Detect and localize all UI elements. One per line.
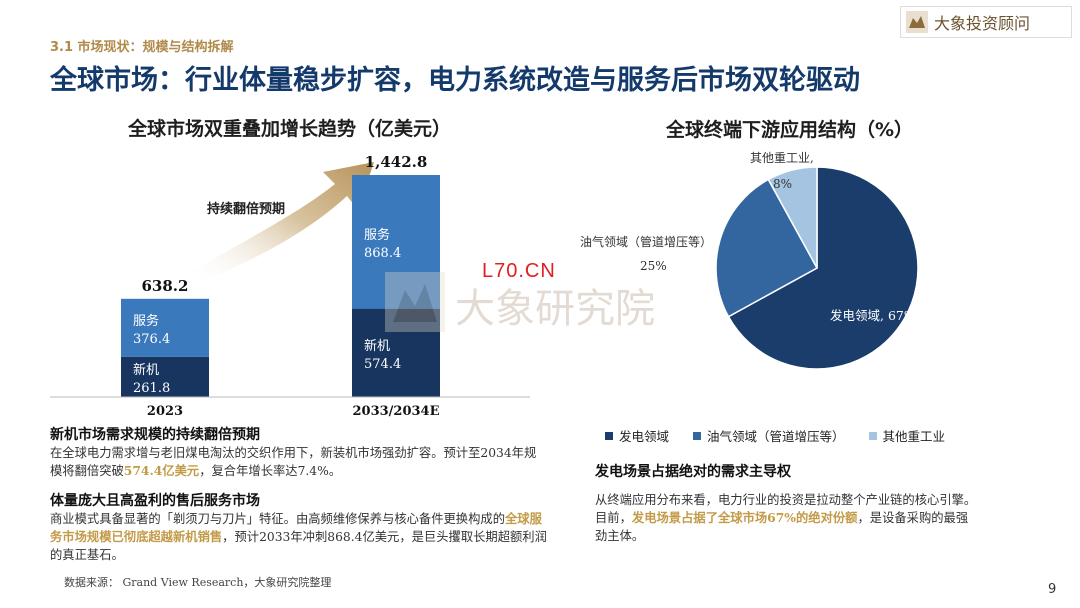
page-title: 全球市场：行业体量稳步扩容，电力系统改造与服务后市场双轮驱动	[50, 65, 860, 96]
pie-label-oilgas-value: 25%	[640, 259, 667, 273]
legend-item-other: 其他重工业	[868, 426, 946, 445]
bar-series-label: 服务	[133, 313, 159, 329]
bars-group: 新机 261.8 服务 376.4 638.2 2023 新机 574.4 服务 868.4 1,4…	[121, 153, 440, 419]
pie-slice-oilgas	[715, 178, 819, 318]
arrow-label: 持续翻倍预期	[207, 201, 285, 217]
bar-value-label: 574.4	[364, 357, 401, 372]
legend-label: 发电领域	[619, 429, 670, 444]
elephant-logo-icon	[906, 11, 928, 33]
pie-label-oilgas-name: 油气领域（管道增压等）	[580, 234, 712, 249]
text-run: 在全球电力需求增与老旧煤电淘汰的交织作用下，新装机市场强劲扩容。预计至2034年…	[50, 446, 537, 478]
legend-item-power: 发电领域	[605, 426, 669, 445]
legend-label: 油气领域（管道增压等）	[707, 429, 845, 444]
bar-chart-title: 全球市场双重叠加增长趋势（亿美元）	[128, 118, 452, 140]
bar-segment-service	[352, 175, 440, 309]
service-market-paragraph: 商业模式具备显著的「剃须刀与刀片」特征。由高频维修保养与核心备件更换构成的全球服…	[50, 510, 550, 564]
bar-series-label: 新机	[364, 338, 390, 354]
bar-value-label: 376.4	[133, 332, 170, 347]
highlight-text: 发电场景占据了全球市场67%的绝对份额	[631, 510, 858, 525]
bar-segment-new	[352, 308, 440, 397]
x-tick-label: 2033/2034E	[352, 404, 439, 419]
bar-segment-service	[121, 298, 209, 357]
brand-logo-box: 大象投资顾问	[900, 6, 1072, 38]
text-run: ，复合年增长率达7.4%。	[199, 464, 342, 478]
pie-slice-power	[727, 166, 919, 370]
text-run: 商业模式具备显著的「剃须刀与刀片」特征。由高频维修保养与核心备件更换构成的	[50, 512, 505, 526]
bar-value-label: 261.8	[133, 381, 170, 396]
x-tick-label: 2023	[147, 404, 183, 419]
service-market-heading: 体量庞大且高盈利的售后服务市场	[50, 493, 260, 509]
bar-series-label: 服务	[364, 227, 390, 243]
pie-slice-other	[767, 166, 818, 269]
bar-total-label: 1,442.8	[365, 153, 428, 171]
bar-value-label: 868.4	[364, 246, 401, 261]
text-run: 从终端应用分布来看，电力行业的投资是拉动整个产业链的核心引擎。目前，	[595, 493, 977, 525]
pie-label-power: 发电领域, 67%	[830, 308, 916, 323]
legend-swatch	[693, 431, 702, 440]
bar-segment-new	[121, 356, 209, 397]
section-label: 3.1 市场现状：规模与结构拆解	[50, 40, 234, 55]
pie-legend: 发电领域 油气领域（管道增压等） 其他重工业	[605, 426, 969, 445]
pie-label-other-value: 8%	[773, 177, 792, 191]
pie-chart-title: 全球终端下游应用结构（%）	[666, 119, 914, 141]
watermark-text: 大象研究院	[455, 286, 655, 332]
new-machine-heading: 新机市场需求规模的持续翻倍预期	[50, 427, 260, 443]
page-number: 9	[1048, 582, 1057, 597]
pie-label-other-name: 其他重工业,	[750, 151, 814, 165]
highlight-text: 574.4亿美元	[123, 463, 200, 478]
data-source: 数据来源： Grand View Research，大象研究院整理	[64, 576, 332, 589]
bar-series-label: 新机	[133, 362, 159, 378]
pie-slices-group	[715, 166, 919, 370]
text-run: ，是设备采购的最强劲主体。	[595, 511, 969, 543]
bar-total-label: 638.2	[142, 277, 189, 295]
new-machine-paragraph: 在全球电力需求增与老旧煤电淘汰的交织作用下，新装机市场强劲扩容。预计至2034年…	[50, 444, 540, 480]
legend-label: 其他重工业	[882, 429, 946, 444]
site-stamp: L70.CN	[482, 260, 556, 282]
pie-labels-group: 发电领域, 67% 油气领域（管道增压等） 25% 其他重工业, 8%	[580, 151, 916, 323]
watermark-logo-icon	[385, 272, 445, 332]
text-run: ，预计2033年冲刺868.4亿美元，是巨头攫取长期超额利润的真正基石。	[50, 530, 547, 562]
stacked-bar-chart: 持续翻倍预期 新机 261.8 服务 376.4 638.2 2023 新机 574.4 服务 8…	[50, 153, 530, 419]
power-dominance-heading: 发电场景占据绝对的需求主导权	[595, 464, 791, 480]
brand-name: 大象投资顾问	[934, 14, 1031, 33]
pie-chart: 发电领域, 67% 油气领域（管道增压等） 25% 其他重工业, 8%	[580, 151, 919, 370]
highlight-text: 全球服务市场规模已彻底超越新机销售	[50, 511, 542, 544]
legend-swatch	[868, 431, 877, 440]
power-dominance-paragraph: 从终端应用分布来看，电力行业的投资是拉动整个产业链的核心引擎。目前，发电场景占据…	[595, 491, 980, 545]
legend-swatch	[605, 431, 613, 440]
growth-arrow-icon	[190, 162, 374, 282]
legend-item-oilgas: 油气领域（管道增压等）	[693, 426, 845, 445]
